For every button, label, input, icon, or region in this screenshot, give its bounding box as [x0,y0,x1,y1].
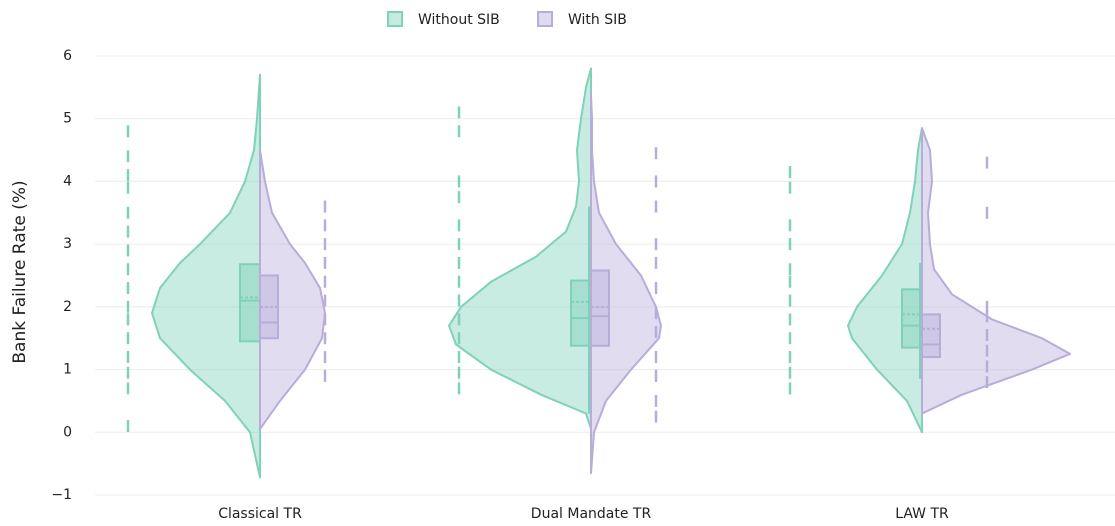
y-tick-label: 5 [63,111,72,127]
y-tick-label: 0 [63,424,72,440]
box [901,288,923,349]
violin [259,149,326,431]
violin [847,127,923,434]
legend-label: Without SIB [418,12,500,28]
x-tick-label: LAW TR [895,506,949,522]
violin [590,92,662,475]
x-tick-label: Classical TR [218,506,302,522]
legend-swatch [537,11,553,27]
box [239,263,261,343]
y-tick-label: 6 [63,48,72,64]
y-tick-label: 4 [63,173,72,189]
x-tick-label: Dual Mandate TR [531,506,652,522]
y-tick-label: 2 [63,299,72,315]
legend-label: With SIB [568,12,627,28]
y-tick-label: 3 [63,236,72,252]
violin [151,73,261,479]
violin [448,67,592,431]
y-tick-label: −1 [51,487,72,503]
y-tick-label: 1 [63,362,72,378]
box [590,269,610,347]
legend-swatch [387,11,403,27]
box [921,313,941,359]
box [570,279,592,347]
y-axis-label: Bank Failure Rate (%) [10,180,30,363]
violin [921,127,1071,415]
